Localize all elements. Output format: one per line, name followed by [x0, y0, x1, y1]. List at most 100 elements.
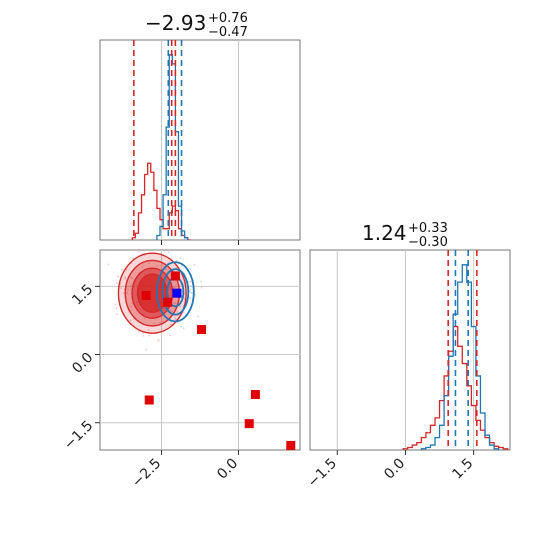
- sample-point: [179, 283, 182, 286]
- axes-frame: [99, 39, 301, 241]
- sample-point: [114, 303, 117, 306]
- tick-marks: [95, 285, 239, 455]
- sample-point: [200, 280, 203, 283]
- sample-point: [115, 313, 118, 316]
- square-marker: [286, 440, 296, 450]
- sample-point: [169, 323, 172, 326]
- sample-point: [174, 301, 177, 304]
- square-marker: [163, 297, 173, 307]
- grid: [161, 40, 239, 240]
- x-tick-label: −2.5: [129, 456, 164, 491]
- sample-point: [176, 321, 179, 324]
- sample-point: [168, 334, 171, 337]
- sample-point: [189, 285, 192, 287]
- sample-point: [174, 317, 177, 320]
- square-marker: [172, 288, 182, 298]
- sample-point: [130, 305, 133, 308]
- sample-point: [188, 281, 191, 283]
- sample-point: [116, 282, 118, 285]
- contour-level: [161, 268, 190, 316]
- sample-point: [125, 268, 128, 271]
- sample-point: [143, 317, 146, 320]
- square-marker: [197, 325, 207, 335]
- sample-point: [167, 251, 170, 254]
- sample-point: [190, 292, 193, 295]
- y-tick-label: 1.5: [69, 281, 96, 308]
- tick-marks: [336, 450, 475, 455]
- contour-level: [156, 261, 195, 323]
- y-tick-label: 0.0: [69, 350, 96, 377]
- tick-marks: [161, 240, 239, 245]
- panel-title-median: −2.93: [145, 11, 206, 35]
- scatter-panel: −2.5 0.0 −1.5 0.0 1.5: [61, 247, 301, 491]
- sample-point: [173, 286, 176, 289]
- sample-point: [158, 321, 161, 324]
- sample-point: [171, 310, 174, 312]
- plot-area: [131, 40, 191, 240]
- plot-area: [107, 247, 296, 450]
- histogram-series: [156, 54, 189, 240]
- sample-point: [123, 276, 126, 279]
- sample-point: [148, 262, 151, 265]
- x-tick-labels: −1.5 0.0 1.5: [305, 456, 477, 491]
- histogram-series: [420, 264, 500, 450]
- sample-point: [129, 319, 132, 322]
- sample-point: [175, 284, 178, 286]
- x-tick-label: 1.5: [449, 456, 476, 483]
- sample-point: [200, 287, 203, 289]
- sample-point: [115, 307, 118, 310]
- square-marker: [170, 271, 180, 281]
- panel-title-median: 1.24: [362, 221, 407, 245]
- sample-point: [172, 302, 175, 305]
- sample-point: [147, 329, 150, 331]
- sample-point: [131, 277, 133, 280]
- sample-point: [197, 315, 199, 318]
- y-tick-label: −1.5: [61, 418, 96, 453]
- x-tick-label: −1.5: [305, 456, 340, 491]
- sample-point: [179, 305, 182, 308]
- x-tick-labels: −2.5 0.0: [129, 456, 241, 491]
- sample-point: [175, 259, 178, 262]
- sample-point: [107, 263, 110, 266]
- sample-point: [189, 268, 192, 271]
- y-tick-labels: −1.5 0.0 1.5: [61, 281, 96, 453]
- panel-title-plus: +0.33: [408, 221, 448, 236]
- sample-point: [182, 311, 185, 314]
- sample-point: [127, 288, 129, 291]
- sample-point: [189, 297, 191, 299]
- panel-title-minus: −0.30: [408, 235, 448, 250]
- histogram-series: [402, 325, 509, 450]
- sample-point: [153, 322, 156, 324]
- sample-point: [142, 335, 145, 337]
- sample-point: [141, 265, 144, 268]
- histogram-panel-param2: −1.5 0.0 1.5 1.24 +0.33 −0.30: [305, 221, 511, 491]
- panel-title-minus: −0.47: [208, 25, 248, 40]
- sample-point: [120, 247, 122, 249]
- sample-point: [179, 257, 182, 260]
- histogram-panel-param1: −2.93 +0.76 −0.47: [99, 11, 301, 245]
- sample-point: [182, 327, 185, 330]
- sample-point: [138, 251, 140, 253]
- square-marker: [250, 390, 260, 400]
- sample-point: [121, 268, 123, 271]
- square-marker: [144, 395, 154, 405]
- sample-point: [190, 280, 192, 283]
- sample-point: [129, 284, 132, 287]
- sample-point: [120, 287, 122, 289]
- sample-point: [193, 264, 196, 266]
- sample-point: [180, 325, 183, 328]
- sample-point: [125, 292, 128, 294]
- panel-title-plus: +0.76: [208, 11, 248, 26]
- sample-point: [156, 264, 158, 267]
- sample-point: [157, 339, 160, 342]
- sample-point: [189, 288, 192, 291]
- sample-point: [130, 276, 132, 279]
- grid: [336, 250, 475, 450]
- sample-point: [137, 330, 140, 333]
- sample-point: [117, 275, 119, 278]
- sample-point: [194, 293, 197, 296]
- plot-area: [402, 250, 509, 450]
- sample-point: [148, 334, 151, 337]
- x-tick-label: 0.0: [381, 456, 408, 483]
